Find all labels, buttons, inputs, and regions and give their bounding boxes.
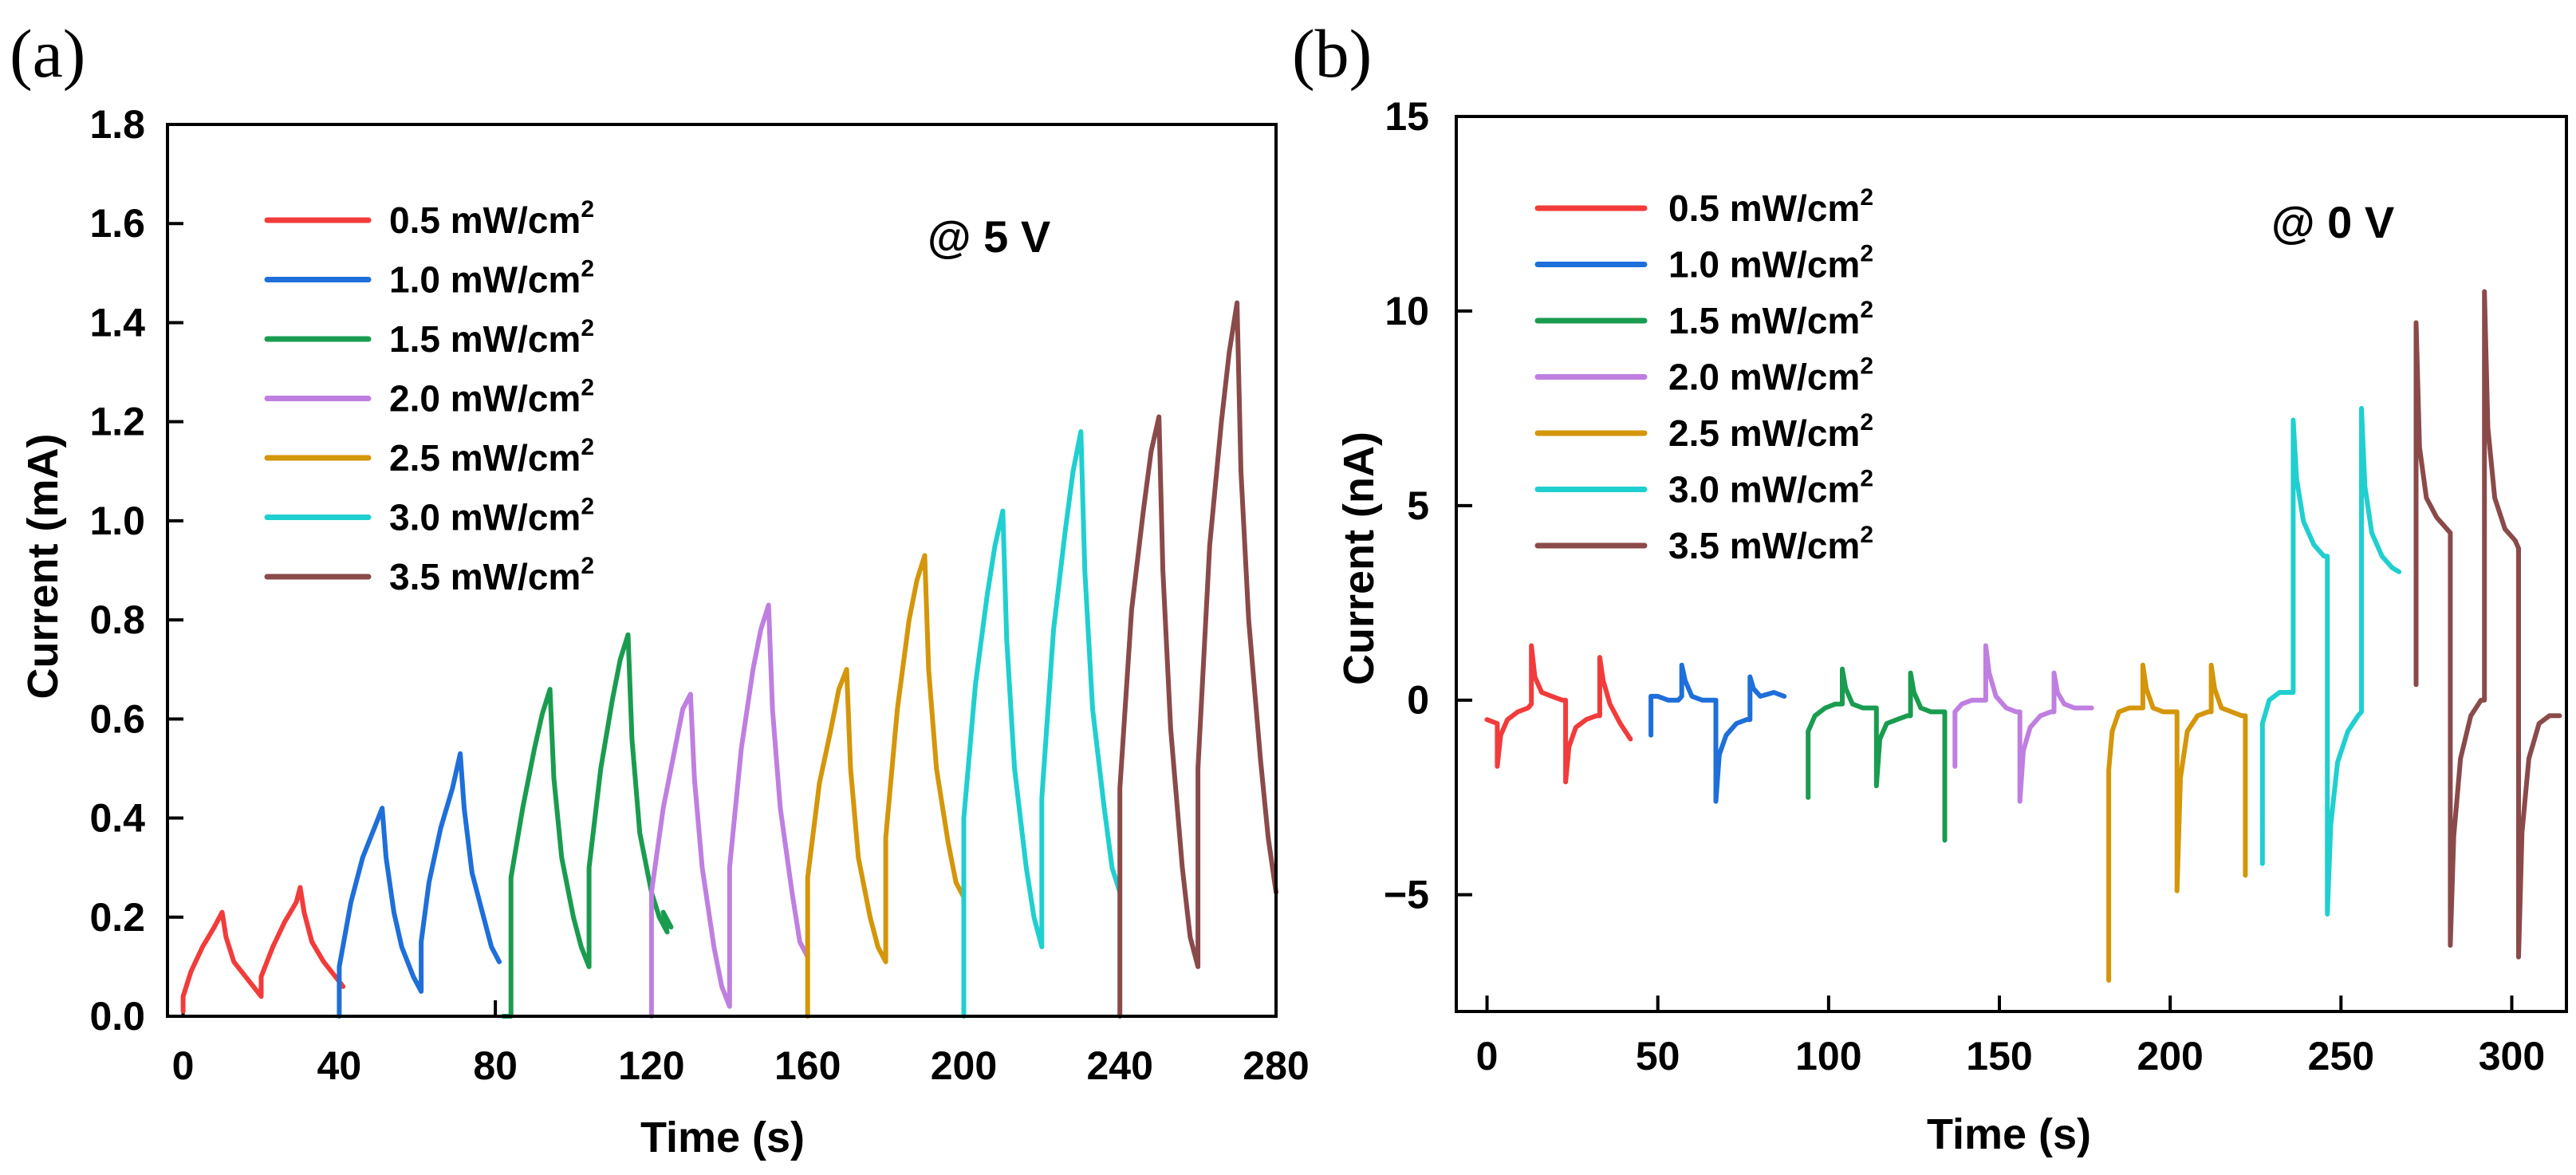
x-tick-label: 40 [317, 1043, 362, 1088]
series-line-2 [1648, 662, 1787, 804]
legend-label-superscript: 2 [581, 434, 594, 460]
legend-label-superscript: 2 [1860, 409, 1873, 436]
panel-a-plot-frame [166, 123, 1278, 1018]
y-tick-label: 1.4 [89, 300, 145, 345]
panel-b-bias-annotation: @ 0 V [2271, 197, 2394, 247]
y-tick-label: 0.2 [89, 895, 145, 940]
y-tick-label: 0.4 [89, 796, 145, 841]
y-tick-label: 10 [1385, 289, 1429, 333]
legend-label-superscript: 2 [1860, 466, 1873, 492]
series-line-2 [337, 751, 502, 1019]
series-line-6 [961, 429, 1123, 1019]
panel-b-letter: (b) [1292, 15, 1372, 92]
legend-label-superscript: 2 [1860, 184, 1873, 211]
x-tick-label: 200 [2137, 1034, 2203, 1078]
legend-label-superscript: 2 [581, 375, 594, 401]
x-tick-label: 250 [2308, 1034, 2374, 1078]
panel-a-x-axis-title: Time (s) [640, 1114, 805, 1161]
series-line-5 [805, 553, 967, 1019]
series-line-3 [1806, 666, 1948, 843]
panel-b-x-axis-title: Time (s) [1927, 1110, 2091, 1158]
x-tick-label: 200 [931, 1043, 997, 1088]
legend-label-superscript: 2 [581, 315, 594, 341]
y-tick-label: 5 [1407, 483, 1429, 528]
panel-b-plot-frame [1455, 115, 2568, 1013]
y-tick-label: 15 [1385, 94, 1429, 139]
x-tick-label: 280 [1243, 1043, 1309, 1088]
legend-label-6: 3.0 mW/cm2 [1668, 466, 1873, 511]
series-line-4 [648, 602, 810, 1019]
y-tick-label: 0.6 [89, 696, 145, 741]
legend-label-superscript: 2 [1860, 353, 1873, 380]
y-tick-label: 1.2 [89, 400, 145, 444]
legend-label-superscript: 2 [581, 196, 594, 223]
legend-label-3: 1.5 mW/cm2 [389, 315, 594, 360]
legend-label-6: 3.0 mW/cm2 [389, 494, 594, 538]
legend-label-7: 3.5 mW/cm2 [1668, 522, 1873, 566]
legend-label-superscript: 2 [1860, 241, 1873, 267]
legend-label-superscript: 2 [581, 553, 594, 579]
series-line-4 [1952, 643, 2094, 804]
x-tick-label: 100 [1795, 1034, 1861, 1078]
y-tick-label: 0.0 [89, 994, 145, 1039]
panel-a-ticks: 0 40 80 120 160 200 240 280 0.0 0.2 0.4 0.6 0.8 1.0 1.… [89, 102, 1309, 1088]
legend-label-superscript: 2 [1860, 522, 1873, 548]
series-line-6 [2259, 405, 2402, 917]
legend-label-4: 2.0 mW/cm2 [389, 375, 594, 420]
y-tick-label: 1.6 [89, 201, 145, 246]
y-tick-label: −5 [1384, 873, 1429, 917]
legend-label-2: 1.0 mW/cm2 [389, 256, 594, 301]
series-line-1 [180, 885, 346, 1014]
legend-label-superscript: 2 [1860, 297, 1873, 323]
x-tick-label: 160 [774, 1043, 841, 1088]
x-tick-label: 0 [1476, 1034, 1499, 1078]
legend-label-superscript: 2 [581, 256, 594, 282]
legend-label-4: 2.0 mW/cm2 [1668, 353, 1873, 398]
panel-b: (b) @ 0 V Time (s) Current (nA) 0 50 100 15… [1292, 15, 2568, 1158]
panel-a: (a) @ 5 V Time (s) Current (mA) 0 40 80 120… [10, 15, 1310, 1161]
legend-label-3: 1.5 mW/cm2 [1668, 297, 1873, 341]
y-tick-label: 1.8 [89, 102, 145, 147]
x-tick-label: 0 [172, 1043, 195, 1088]
y-tick-label: 1.0 [89, 499, 145, 543]
legend-label-superscript: 2 [581, 494, 594, 520]
series-line-7 [1117, 300, 1278, 1019]
panel-b-series-layer [1484, 289, 2562, 983]
panel-a-bias-annotation: @ 5 V [928, 211, 1050, 262]
x-tick-label: 50 [1636, 1034, 1680, 1078]
y-tick-label: 0 [1407, 678, 1429, 723]
x-tick-label: 80 [473, 1043, 518, 1088]
panel-b-ticks: 0 50 100 150 200 250 300 −5 0 5 10 15 [1384, 94, 2545, 1078]
series-line-5 [2106, 662, 2248, 983]
x-tick-label: 120 [618, 1043, 684, 1088]
legend-label-1: 0.5 mW/cm2 [1668, 184, 1873, 229]
panel-a-letter: (a) [10, 15, 85, 92]
series-line-7 [2413, 289, 2562, 960]
panel-a-series-layer [180, 300, 1278, 1019]
x-tick-label: 240 [1087, 1043, 1153, 1088]
panel-a-y-axis-title: Current (mA) [19, 434, 67, 700]
legend-label-2: 1.0 mW/cm2 [1668, 241, 1873, 286]
y-tick-label: 0.8 [89, 597, 145, 642]
x-tick-label: 150 [1966, 1034, 2032, 1078]
legend-label-1: 0.5 mW/cm2 [389, 196, 594, 241]
legend-label-5: 2.5 mW/cm2 [1668, 409, 1873, 454]
series-line-1 [1484, 643, 1633, 785]
panel-b-legend: 0.5 mW/cm2 1.0 mW/cm2 1.5 mW/cm2 2.0 mW/cm2… [1534, 184, 1873, 566]
x-tick-label: 300 [2479, 1034, 2545, 1078]
legend-label-5: 2.5 mW/cm2 [389, 434, 594, 479]
panel-b-y-axis-title: Current (nA) [1335, 432, 1383, 685]
series-line-3 [500, 632, 674, 1019]
legend-label-7: 3.5 mW/cm2 [389, 553, 594, 597]
panel-a-legend: 0.5 mW/cm2 1.0 mW/cm2 1.5 mW/cm2 2.0 mW/cm2… [264, 196, 594, 597]
